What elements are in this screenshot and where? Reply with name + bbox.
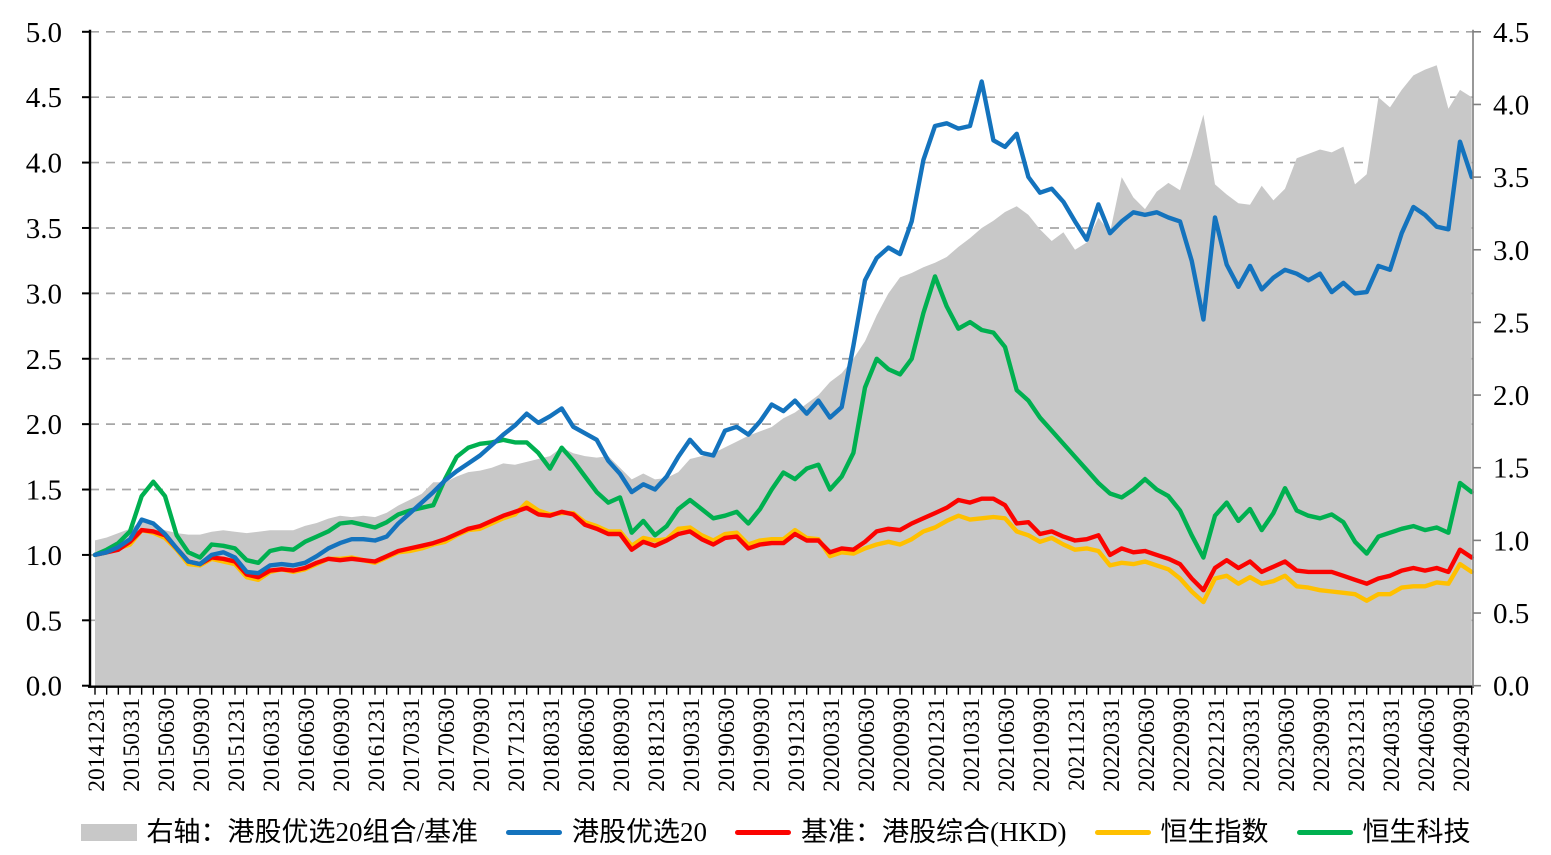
x-axis-tick-label: 20210331 xyxy=(959,698,985,792)
legend-label-hstech: 恒生科技 xyxy=(1362,816,1471,847)
x-axis-tick-label: 20181231 xyxy=(644,698,670,792)
legend-item-benchmark: 基准：港股综合(HKD) xyxy=(735,816,1067,847)
left-axis-tick-label: 4.5 xyxy=(26,82,62,114)
left-axis-tick-label: 2.0 xyxy=(26,409,62,441)
x-axis-tick-label: 20190331 xyxy=(679,698,705,792)
right-axis-tick-label: 2.5 xyxy=(1493,307,1529,339)
line-swatch-yellow-icon xyxy=(1094,829,1151,835)
x-axis-tick-label: 20230630 xyxy=(1274,698,1300,792)
x-axis-tick-label: 20161231 xyxy=(364,698,390,792)
x-axis-tick-label: 20141231 xyxy=(84,698,110,792)
legend-label-ratio: 右轴：港股优选20组合/基准 xyxy=(146,816,479,847)
x-axis-tick-label: 20180331 xyxy=(539,698,565,792)
left-axis-tick-label: 1.5 xyxy=(26,475,62,507)
x-axis-tick-label: 20191231 xyxy=(784,698,810,792)
x-axis-tick-label: 20160331 xyxy=(259,698,285,792)
series-area-0 xyxy=(95,65,1472,686)
x-axis-tick-label: 20160930 xyxy=(329,698,355,792)
x-axis-tick-label: 20201231 xyxy=(924,698,950,792)
x-axis-tick-label: 20220630 xyxy=(1134,698,1160,792)
x-axis-tick-label: 20190630 xyxy=(714,698,740,792)
x-axis-tick-label: 20170930 xyxy=(469,698,495,792)
legend-label-portfolio: 港股优选20 xyxy=(572,816,708,847)
series-line-1 xyxy=(92,79,1474,576)
x-axis-tick-label: 20170630 xyxy=(434,698,460,792)
right-axis-tick-label: 1.0 xyxy=(1493,525,1529,557)
x-axis-tick-label: 20150630 xyxy=(154,698,180,792)
legend-label-benchmark: 基准：港股综合(HKD) xyxy=(801,816,1067,847)
x-axis-tick-label: 20220331 xyxy=(1099,698,1125,792)
legend-item-hstech: 恒生科技 xyxy=(1296,816,1471,847)
x-axis-tick-label: 20150930 xyxy=(189,698,215,792)
right-axis-tick-label: 4.0 xyxy=(1493,89,1529,121)
x-axis-tick-label: 20160630 xyxy=(294,698,320,792)
area-swatch-icon xyxy=(80,823,137,841)
x-axis-tick-label: 20240630 xyxy=(1414,698,1440,792)
x-axis-tick-label: 20220930 xyxy=(1169,698,1195,792)
x-axis-tick-label: 20180630 xyxy=(574,698,600,792)
x-axis-tick-label: 20240930 xyxy=(1449,698,1475,792)
x-axis-tick-label: 20231231 xyxy=(1344,698,1370,792)
line-swatch-red-icon xyxy=(735,829,792,835)
right-axis-tick-label: 0.5 xyxy=(1493,598,1529,630)
x-axis-tick-label: 20151231 xyxy=(224,698,250,792)
x-axis-tick-label: 20211231 xyxy=(1064,698,1090,791)
legend-item-hsi: 恒生指数 xyxy=(1094,816,1269,847)
legend-label-hsi: 恒生指数 xyxy=(1160,816,1269,847)
left-axis-tick-label: 1.0 xyxy=(26,540,62,572)
left-axis-tick-label: 4.0 xyxy=(26,148,62,180)
x-axis-tick-label: 20190930 xyxy=(749,698,775,792)
x-axis-tick-label: 20150331 xyxy=(119,698,145,792)
left-axis-tick-label: 3.5 xyxy=(26,213,62,245)
x-axis-tick-label: 20221231 xyxy=(1204,698,1230,792)
left-axis-tick-label: 5.0 xyxy=(26,17,62,49)
line-swatch-green-icon xyxy=(1296,829,1353,835)
x-axis-tick-label: 20180930 xyxy=(609,698,635,792)
chart-legend: 右轴：港股优选20组合/基准 港股优选20 基准：港股综合(HKD) 恒生指数 … xyxy=(0,812,1551,852)
x-axis-tick-label: 20210630 xyxy=(994,698,1020,792)
left-axis-tick-label: 0.0 xyxy=(26,671,62,703)
left-axis-tick-label: 2.5 xyxy=(26,344,62,376)
right-axis-tick-label: 3.0 xyxy=(1493,235,1529,267)
x-axis-tick-label: 20171231 xyxy=(504,698,530,792)
legend-item-ratio-area: 右轴：港股优选20组合/基准 xyxy=(80,816,479,847)
x-axis-tick-label: 20210930 xyxy=(1029,698,1055,792)
right-axis-tick-label: 4.5 xyxy=(1493,17,1529,49)
series-line-4 xyxy=(92,274,1474,565)
x-axis-tick-label: 20200630 xyxy=(854,698,880,792)
series-line-2 xyxy=(92,496,1474,593)
x-axis-tick-label: 20200930 xyxy=(889,698,915,792)
legend-item-portfolio: 港股优选20 xyxy=(506,816,708,847)
x-axis-tick-label: 20230930 xyxy=(1309,698,1335,792)
right-axis-tick-label: 3.5 xyxy=(1493,162,1529,194)
right-axis-tick-label: 1.5 xyxy=(1493,453,1529,485)
x-axis-tick-label: 20240331 xyxy=(1379,698,1405,792)
x-axis-tick-label: 20170331 xyxy=(399,698,425,792)
left-axis-tick-label: 0.5 xyxy=(26,605,62,637)
x-axis-tick-label: 20200331 xyxy=(819,698,845,792)
x-axis-tick-label: 20230331 xyxy=(1239,698,1265,792)
left-axis-tick-label: 3.0 xyxy=(26,278,62,310)
line-swatch-blue-icon xyxy=(506,829,563,835)
right-axis-tick-label: 2.0 xyxy=(1493,380,1529,412)
right-axis-tick-label: 0.0 xyxy=(1493,671,1529,703)
